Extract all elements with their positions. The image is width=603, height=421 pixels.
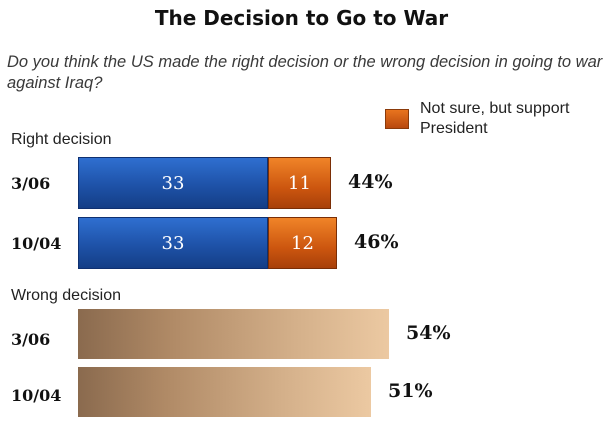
legend-label-not-sure: Not sure, but support President <box>420 100 570 137</box>
survey-question: Do you think the US made the right decis… <box>7 53 603 92</box>
bar-right-3-06-not-sure: 11 <box>268 157 331 209</box>
total-wrong-3-06: 54% <box>406 322 451 344</box>
group-label-wrong-decision: Wrong decision <box>11 287 121 304</box>
bar-wrong-3-06 <box>78 309 389 359</box>
chart-title: The Decision to Go to War <box>154 6 449 30</box>
legend-swatch-not-sure <box>385 109 409 129</box>
total-wrong-10-04: 51% <box>388 380 433 402</box>
row-label-wrong-3-06: 3/06 <box>11 330 51 349</box>
row-label-right-3-06: 3/06 <box>11 174 51 193</box>
bar-right-3-06-right-decision: 33 <box>78 157 268 209</box>
row-label-wrong-10-04: 10/04 <box>11 386 62 405</box>
bar-right-10-04-not-sure: 12 <box>268 217 337 269</box>
total-right-3-06: 44% <box>348 171 393 193</box>
row-label-right-10-04: 10/04 <box>11 234 62 253</box>
total-right-10-04: 46% <box>354 231 399 253</box>
bar-wrong-10-04 <box>78 367 371 417</box>
group-label-right-decision: Right decision <box>11 131 112 148</box>
bar-right-10-04-right-decision: 33 <box>78 217 268 269</box>
